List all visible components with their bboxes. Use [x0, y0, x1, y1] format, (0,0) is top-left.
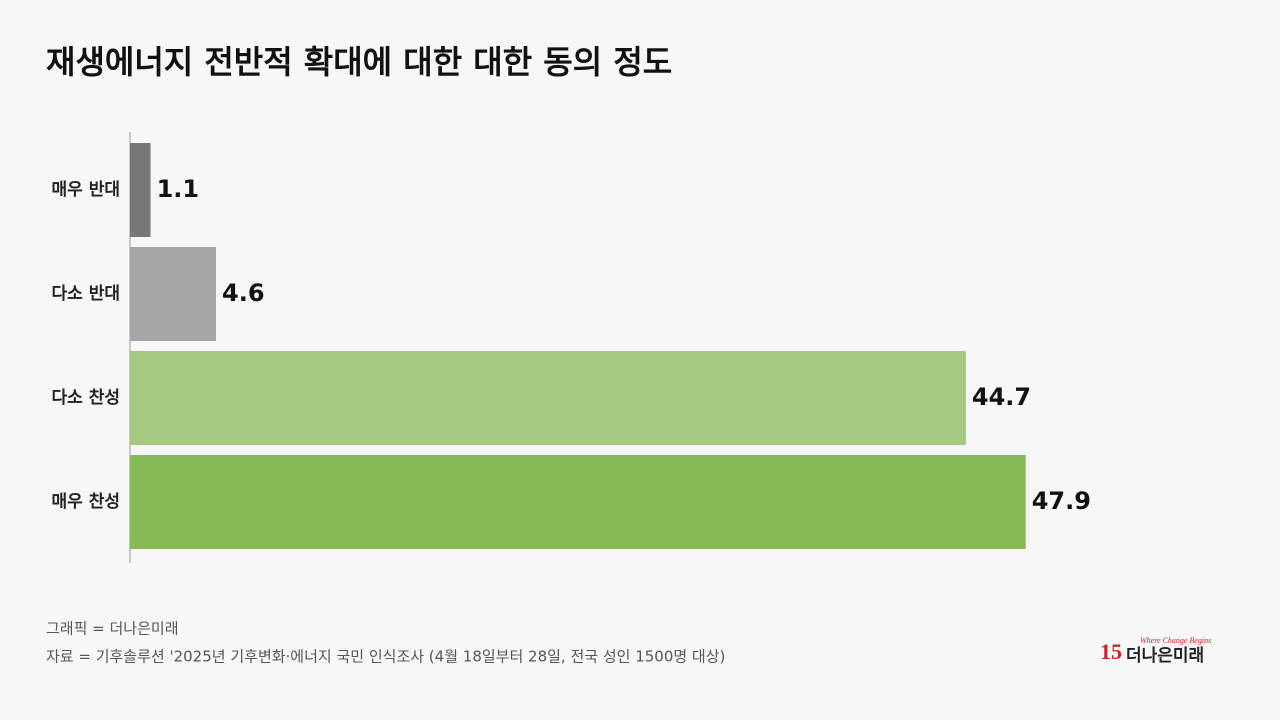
value-label: 1.1: [157, 175, 200, 203]
chart-title: 재생에너지 전반적 확대에 대한 대한 동의 정도: [46, 43, 672, 81]
bar: [130, 143, 151, 237]
logo-tagline: Where Change Begins: [1140, 636, 1211, 645]
category-label: 다소 찬성: [52, 388, 120, 408]
category-label: 매우 찬성: [52, 492, 120, 512]
logo-number: 15: [1100, 639, 1122, 664]
value-label: 44.7: [972, 383, 1031, 411]
category-label: 매우 반대: [52, 180, 120, 200]
value-label: 4.6: [222, 279, 265, 307]
source: 자료 = 기후솔루션 '2025년 기후변화·에너지 국민 인식조사 (4월 1…: [46, 648, 725, 666]
bar: [130, 455, 1026, 549]
category-label: 다소 반대: [52, 284, 120, 304]
logo-name: 더나은미래: [1126, 646, 1204, 666]
value-label: 47.9: [1032, 487, 1091, 515]
credit: 그래픽 = 더나은미래: [46, 620, 179, 638]
bar: [130, 247, 217, 341]
bar: [130, 351, 966, 445]
